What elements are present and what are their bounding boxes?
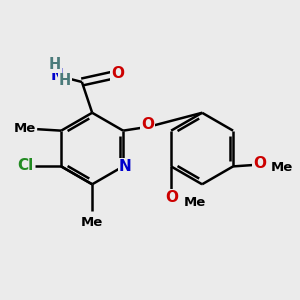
Text: H: H [59,73,71,88]
Text: H: H [49,57,61,72]
Text: Me: Me [183,196,206,209]
Text: O: O [141,117,154,132]
Text: N: N [119,159,132,174]
Text: O: O [111,66,124,81]
Text: Me: Me [81,216,103,229]
Text: O: O [253,156,266,171]
Text: O: O [165,190,178,205]
Text: Cl: Cl [17,158,33,173]
Text: Me: Me [270,161,292,174]
Text: Me: Me [14,122,36,135]
Text: N: N [51,68,63,83]
